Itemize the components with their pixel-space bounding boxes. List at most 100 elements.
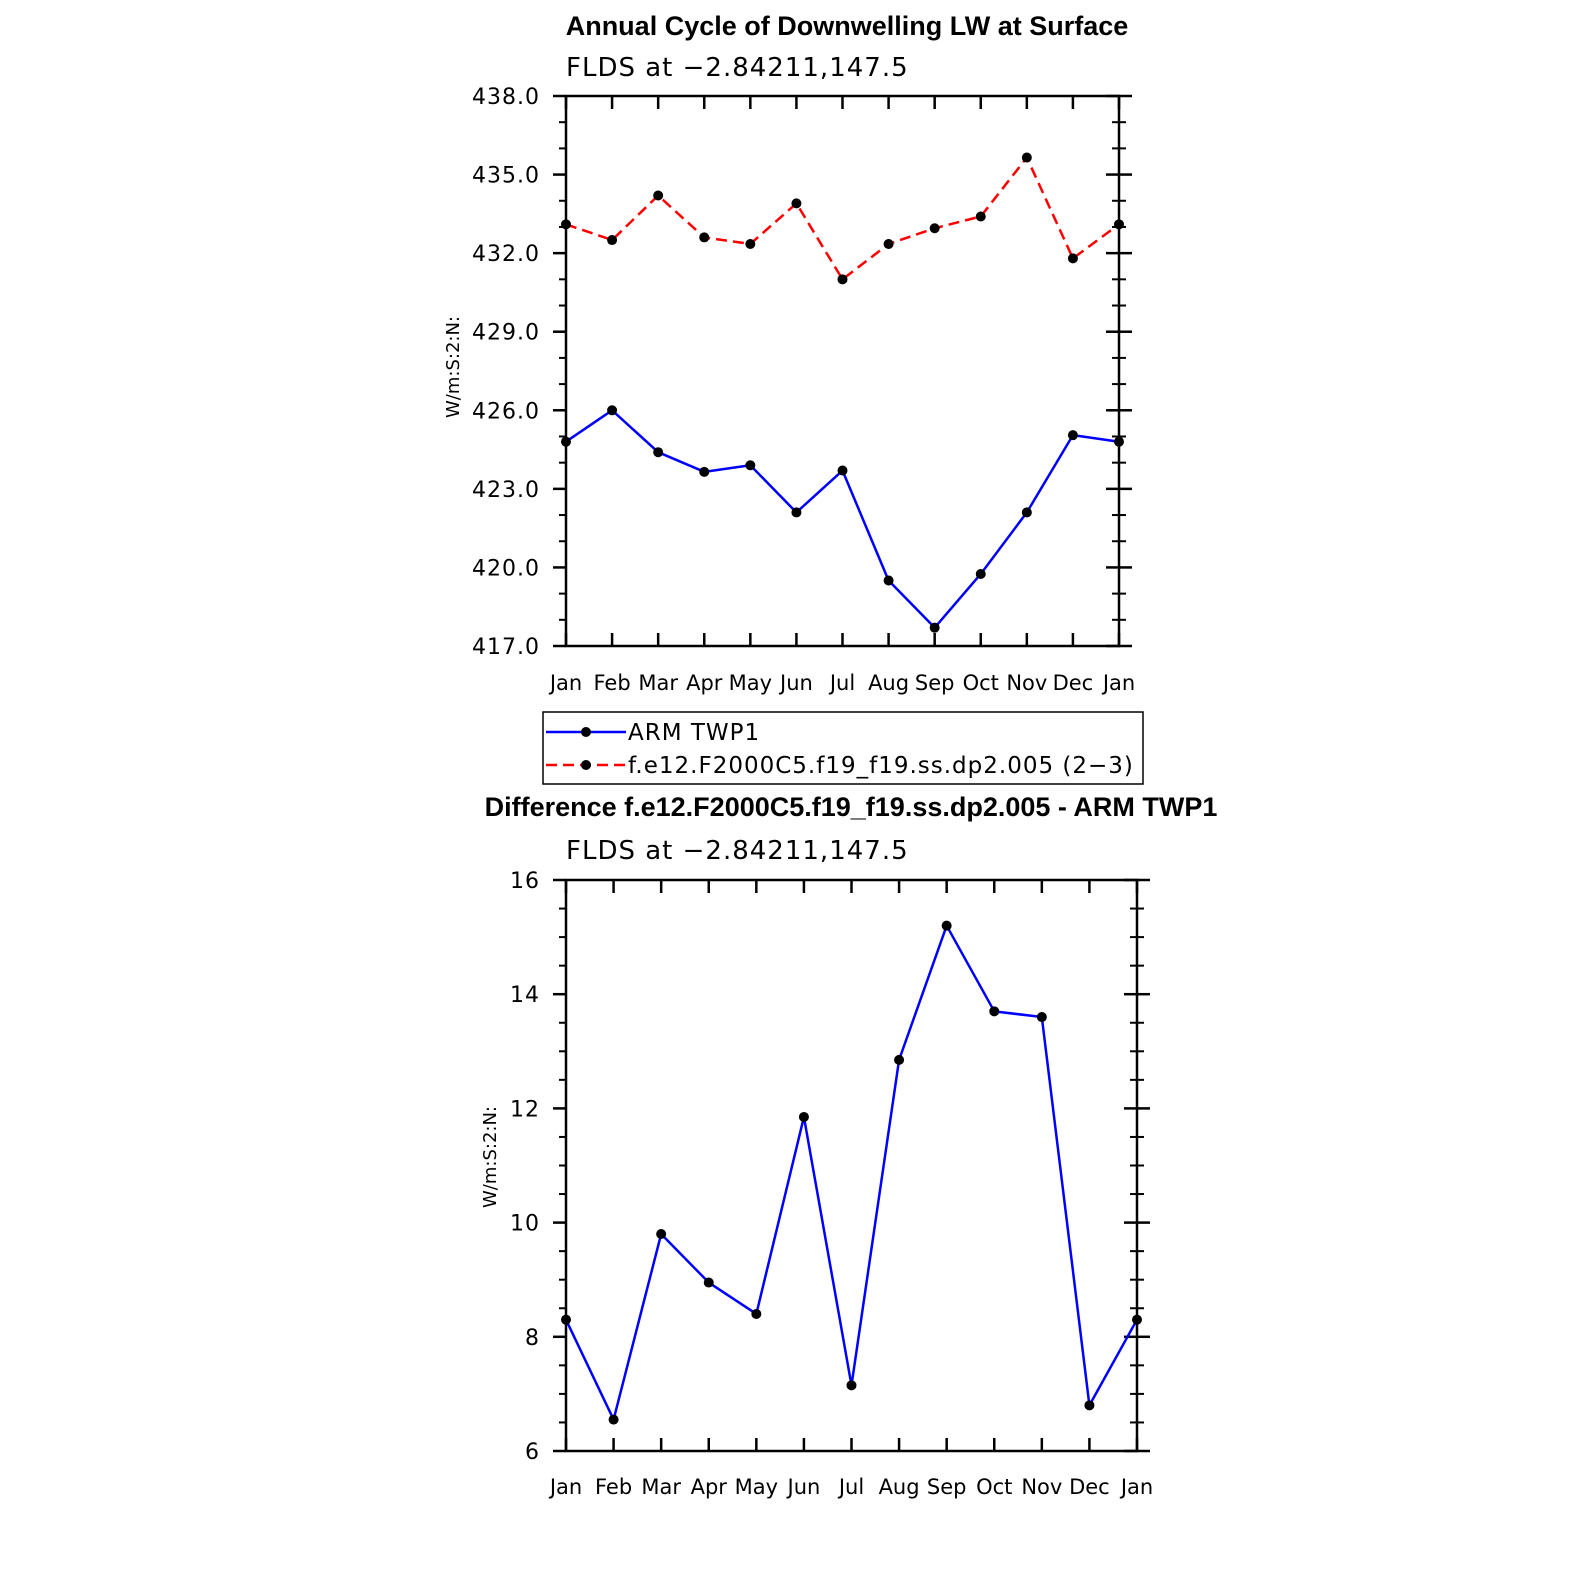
data-point xyxy=(791,507,802,518)
data-point xyxy=(1067,253,1078,264)
data-point xyxy=(941,920,952,931)
legend-marker-obs xyxy=(581,727,591,737)
data-point xyxy=(1114,219,1124,230)
y-tick-label: 12 xyxy=(510,1097,540,1122)
x-tick-label: Mar xyxy=(638,671,678,695)
bottom-y-axis-label: W/m:S:2:N: xyxy=(480,1106,501,1208)
series-line-1 xyxy=(565,156,1120,281)
x-tick-label: Aug xyxy=(879,1475,920,1499)
top-axis-ticks xyxy=(553,94,1132,648)
data-point xyxy=(561,1314,571,1325)
top-y-tick-labels: 417.0 420.0 423.0 426.0 429.0 432.0 435.0 438.0 xyxy=(472,85,540,660)
x-tick-label: Dec xyxy=(1053,671,1094,695)
top-plot-frame xyxy=(564,94,1121,648)
data-point xyxy=(703,1277,714,1288)
top-chart-title: Annual Cycle of Downwelling LW at Surfac… xyxy=(566,11,1129,41)
data-point xyxy=(846,1380,857,1391)
y-tick-label: 429.0 xyxy=(472,321,540,346)
data-point xyxy=(837,465,848,476)
data-point xyxy=(561,219,571,230)
bottom-axis-ticks xyxy=(553,878,1150,1453)
x-tick-label: Jan xyxy=(1101,671,1135,695)
bottom-plot-frame xyxy=(564,878,1139,1453)
data-point xyxy=(883,238,894,249)
data-point xyxy=(791,198,802,209)
bottom-chart-subtitle: FLDS at −2.84211,147.5 xyxy=(566,836,909,866)
x-tick-label: Jun xyxy=(778,671,813,695)
y-tick-label: 420.0 xyxy=(472,556,540,581)
x-tick-label: Aug xyxy=(868,671,909,695)
x-tick-label: Apr xyxy=(691,1475,728,1499)
x-tick-label: Jan xyxy=(548,671,582,695)
x-tick-label: Sep xyxy=(915,671,955,695)
bottom-x-tick-labels: Jan Feb Mar Apr May Jun Jul Aug Sep Oct Nov Dec Jan xyxy=(548,1475,1153,1499)
x-tick-label: Sep xyxy=(927,1475,967,1499)
legend-box xyxy=(542,711,1144,785)
y-tick-label: 6 xyxy=(525,1440,540,1465)
top-y-axis-label: W/m:S:2:N: xyxy=(443,316,464,418)
x-tick-label: Jul xyxy=(828,671,855,695)
x-tick-label: Oct xyxy=(963,671,999,695)
data-point xyxy=(975,568,986,579)
legend-label-model: f.e12.F2000C5.f19_f19.ss.dp2.005 (2−3) xyxy=(628,753,1134,779)
x-tick-label: May xyxy=(735,1475,778,1499)
x-tick-label: Dec xyxy=(1069,1475,1110,1499)
data-point xyxy=(1114,436,1124,447)
y-tick-label: 438.0 xyxy=(472,85,540,110)
top-x-tick-labels: Jan Feb Mar Apr May Jun Jul Aug Sep Oct Nov Dec Jan xyxy=(548,671,1135,695)
y-tick-label: 10 xyxy=(510,1212,540,1237)
data-point xyxy=(1132,1314,1142,1325)
data-point xyxy=(608,1414,619,1425)
top-panel: Annual Cycle of Downwelling LW at Surfac… xyxy=(443,11,1135,695)
series-line-0 xyxy=(565,409,1120,629)
bottom-y-tick-labels: 6 8 10 12 14 16 xyxy=(510,869,540,1465)
data-point xyxy=(1021,152,1032,163)
x-tick-label: Oct xyxy=(976,1475,1012,1499)
bottom-series-group xyxy=(561,920,1142,1425)
data-point xyxy=(561,436,571,447)
y-tick-label: 426.0 xyxy=(472,399,540,424)
x-tick-label: Apr xyxy=(686,671,723,695)
data-point xyxy=(837,274,848,285)
y-tick-label: 435.0 xyxy=(472,164,540,189)
top-series-group xyxy=(561,152,1124,633)
series-line-0 xyxy=(564,924,1139,1421)
legend-marker-model xyxy=(581,760,591,770)
x-tick-label: Mar xyxy=(641,1475,681,1499)
data-point xyxy=(653,447,664,458)
y-tick-label: 423.0 xyxy=(472,478,540,503)
data-point xyxy=(607,405,618,416)
legend: ARM TWP1 f.e12.F2000C5.f19_f19.ss.dp2.00… xyxy=(542,711,1144,785)
x-tick-label: May xyxy=(729,671,772,695)
x-tick-label: Jan xyxy=(548,1475,582,1499)
data-point xyxy=(653,190,664,201)
data-point xyxy=(1021,507,1032,518)
y-tick-label: 432.0 xyxy=(472,242,540,267)
data-point xyxy=(656,1229,667,1240)
legend-label-obs: ARM TWP1 xyxy=(628,720,760,746)
data-point xyxy=(699,232,710,243)
data-point xyxy=(751,1308,762,1319)
data-point xyxy=(929,622,940,633)
data-point xyxy=(607,235,618,246)
x-tick-label: Jul xyxy=(837,1475,864,1499)
data-point xyxy=(1084,1400,1095,1411)
bottom-panel: Difference f.e12.F2000C5.f19_f19.ss.dp2.… xyxy=(480,792,1217,1499)
x-tick-label: Jan xyxy=(1119,1475,1153,1499)
y-tick-label: 14 xyxy=(510,983,540,1008)
data-point xyxy=(929,223,940,234)
x-tick-label: Nov xyxy=(1006,671,1047,695)
x-tick-label: Jun xyxy=(786,1475,821,1499)
data-point xyxy=(1036,1012,1047,1023)
data-point xyxy=(798,1111,809,1122)
x-tick-label: Feb xyxy=(595,1475,632,1499)
data-point xyxy=(699,466,710,477)
data-point xyxy=(1067,430,1078,441)
data-point xyxy=(989,1006,1000,1017)
data-point xyxy=(883,575,894,586)
x-tick-label: Feb xyxy=(593,671,630,695)
data-point xyxy=(745,460,756,471)
top-chart-subtitle: FLDS at −2.84211,147.5 xyxy=(566,53,909,83)
